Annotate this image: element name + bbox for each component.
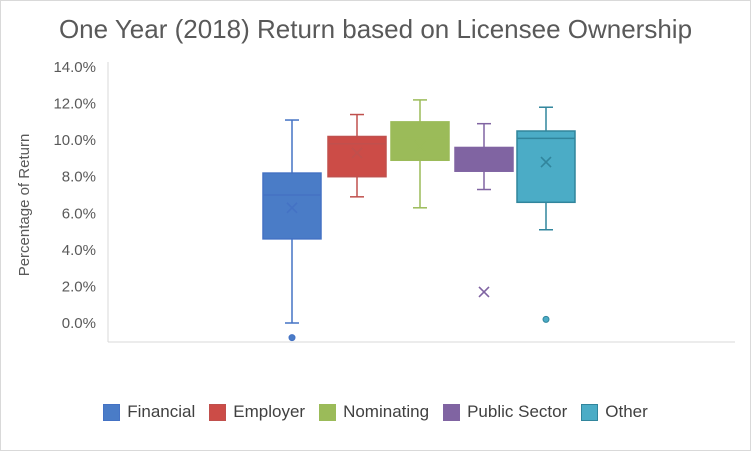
y-tick-label: 14.0% [53,59,96,76]
legend-label: Employer [233,402,306,421]
legend-label: Nominating [343,402,430,421]
y-tick-label: 12.0% [53,96,96,113]
y-tick-label: 10.0% [53,132,96,149]
financial-box [262,172,322,240]
public-sector-mean-marker [478,286,490,298]
nominating-mean-marker [414,140,426,152]
chart-legend: Financial Employer Nominating Public Sector… [0,402,751,422]
legend-swatch [319,403,337,421]
employer-box [327,135,387,178]
employer-mean-marker [351,147,363,159]
legend-swatch [581,403,599,421]
legend-item-other: Other [581,402,648,422]
y-tick-label: 8.0% [62,169,96,186]
legend-swatch [443,403,461,421]
legend-item-financial: Financial [103,402,195,422]
y-tick-label: 2.0% [62,278,96,295]
other-outlier [542,315,550,323]
nominating-box [390,121,450,162]
financial-outlier [288,334,296,342]
legend-swatch [209,403,227,421]
public-sector-box [454,146,514,172]
chart-title: One Year (2018) Return based on Licensee… [58,14,693,44]
financial-mean-marker [286,202,298,214]
legend-label: Public Sector [467,402,568,421]
legend-item-public-sector: Public Sector [443,402,567,422]
y-tick-label: 6.0% [62,205,96,222]
legend-item-employer: Employer [209,402,305,422]
other-box [516,130,576,204]
legend-label: Financial [127,402,196,421]
y-axis-title: Percentage of Return [16,134,33,277]
legend-swatch [103,403,121,421]
legend-label: Other [605,402,648,421]
other-mean-marker [540,156,552,168]
y-tick-label: 0.0% [62,315,96,332]
legend-item-nominating: Nominating [319,402,429,422]
y-tick-label: 4.0% [62,242,96,259]
